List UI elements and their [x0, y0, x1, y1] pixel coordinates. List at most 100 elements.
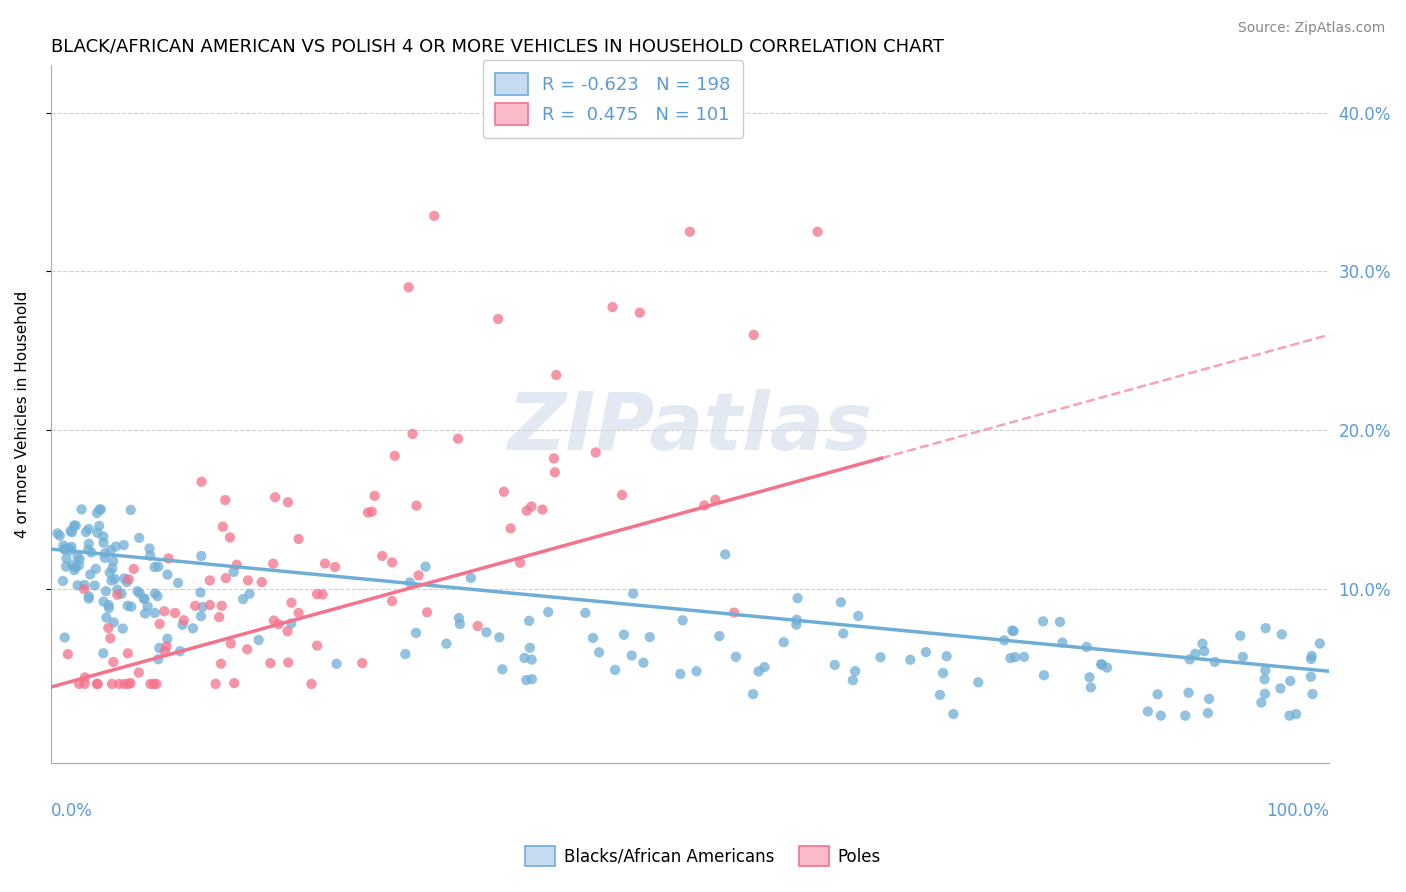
Point [48, 529, 70, 543]
Point [63, 563, 86, 577]
Point [120, 503, 142, 517]
Point [447, 611, 470, 625]
Point [1090, 657, 1112, 672]
Point [138, 541, 160, 556]
Point [405, 499, 427, 513]
Point [67, 677, 90, 691]
Point [492, 484, 515, 499]
Point [198, 598, 221, 612]
Point [238, 587, 260, 601]
Point [1254, 687, 1277, 701]
Point [114, 677, 136, 691]
Point [146, 589, 169, 603]
Point [447, 432, 470, 446]
Point [1000, 651, 1022, 665]
Point [86, 677, 108, 691]
Point [1229, 629, 1251, 643]
Point [100, 574, 122, 588]
Point [77, 537, 100, 551]
Point [786, 591, 808, 606]
Point [277, 656, 299, 670]
Point [67, 558, 90, 573]
Point [363, 489, 385, 503]
Point [515, 673, 537, 687]
Text: ZIPatlas: ZIPatlas [508, 389, 872, 467]
Point [628, 306, 651, 320]
Point [66, 550, 89, 565]
Point [247, 632, 270, 647]
Point [305, 639, 328, 653]
Point [73, 670, 96, 684]
Point [1002, 624, 1025, 639]
Point [93, 536, 115, 550]
Point [1271, 627, 1294, 641]
Point [1033, 668, 1056, 682]
Point [163, 606, 186, 620]
Point [97, 598, 120, 612]
Point [156, 632, 179, 646]
Point [352, 656, 374, 670]
Point [134, 607, 156, 621]
Point [77, 522, 100, 536]
Point [214, 493, 236, 508]
Point [136, 599, 159, 614]
Point [181, 621, 204, 635]
Point [112, 538, 135, 552]
Point [898, 653, 921, 667]
Point [582, 631, 605, 645]
Point [132, 591, 155, 606]
Point [1080, 681, 1102, 695]
Y-axis label: 4 or more Vehicles in Household: 4 or more Vehicles in Household [15, 291, 30, 538]
Point [219, 636, 242, 650]
Point [491, 662, 513, 676]
Point [104, 572, 127, 586]
Point [520, 500, 543, 514]
Point [408, 568, 430, 582]
Point [93, 594, 115, 608]
Point [1204, 655, 1226, 669]
Point [224, 676, 246, 690]
Point [97, 601, 120, 615]
Point [156, 567, 179, 582]
Point [588, 645, 610, 659]
Point [46, 526, 69, 541]
Point [832, 626, 855, 640]
Point [993, 633, 1015, 648]
Point [942, 707, 965, 722]
Point [94, 584, 117, 599]
Point [360, 505, 382, 519]
Point [399, 575, 422, 590]
Point [633, 656, 655, 670]
Point [405, 625, 427, 640]
Point [73, 578, 96, 592]
Point [1150, 708, 1173, 723]
Point [153, 604, 176, 618]
Point [52, 574, 75, 588]
Point [709, 629, 731, 643]
Point [112, 572, 135, 586]
Point [748, 665, 770, 679]
Point [117, 599, 139, 613]
Point [401, 426, 423, 441]
Point [603, 663, 626, 677]
Point [91, 529, 114, 543]
Point [98, 566, 121, 580]
Point [236, 574, 259, 588]
Point [519, 640, 541, 655]
Point [128, 665, 150, 680]
Point [134, 591, 156, 606]
Point [449, 617, 471, 632]
Point [53, 631, 76, 645]
Point [236, 642, 259, 657]
Point [1270, 681, 1292, 696]
Point [371, 549, 394, 563]
Point [139, 549, 162, 563]
Point [101, 554, 124, 568]
Point [830, 595, 852, 609]
Point [1299, 670, 1322, 684]
Point [142, 677, 165, 691]
Point [167, 575, 190, 590]
Point [101, 561, 124, 575]
Point [103, 615, 125, 630]
Point [155, 639, 177, 653]
